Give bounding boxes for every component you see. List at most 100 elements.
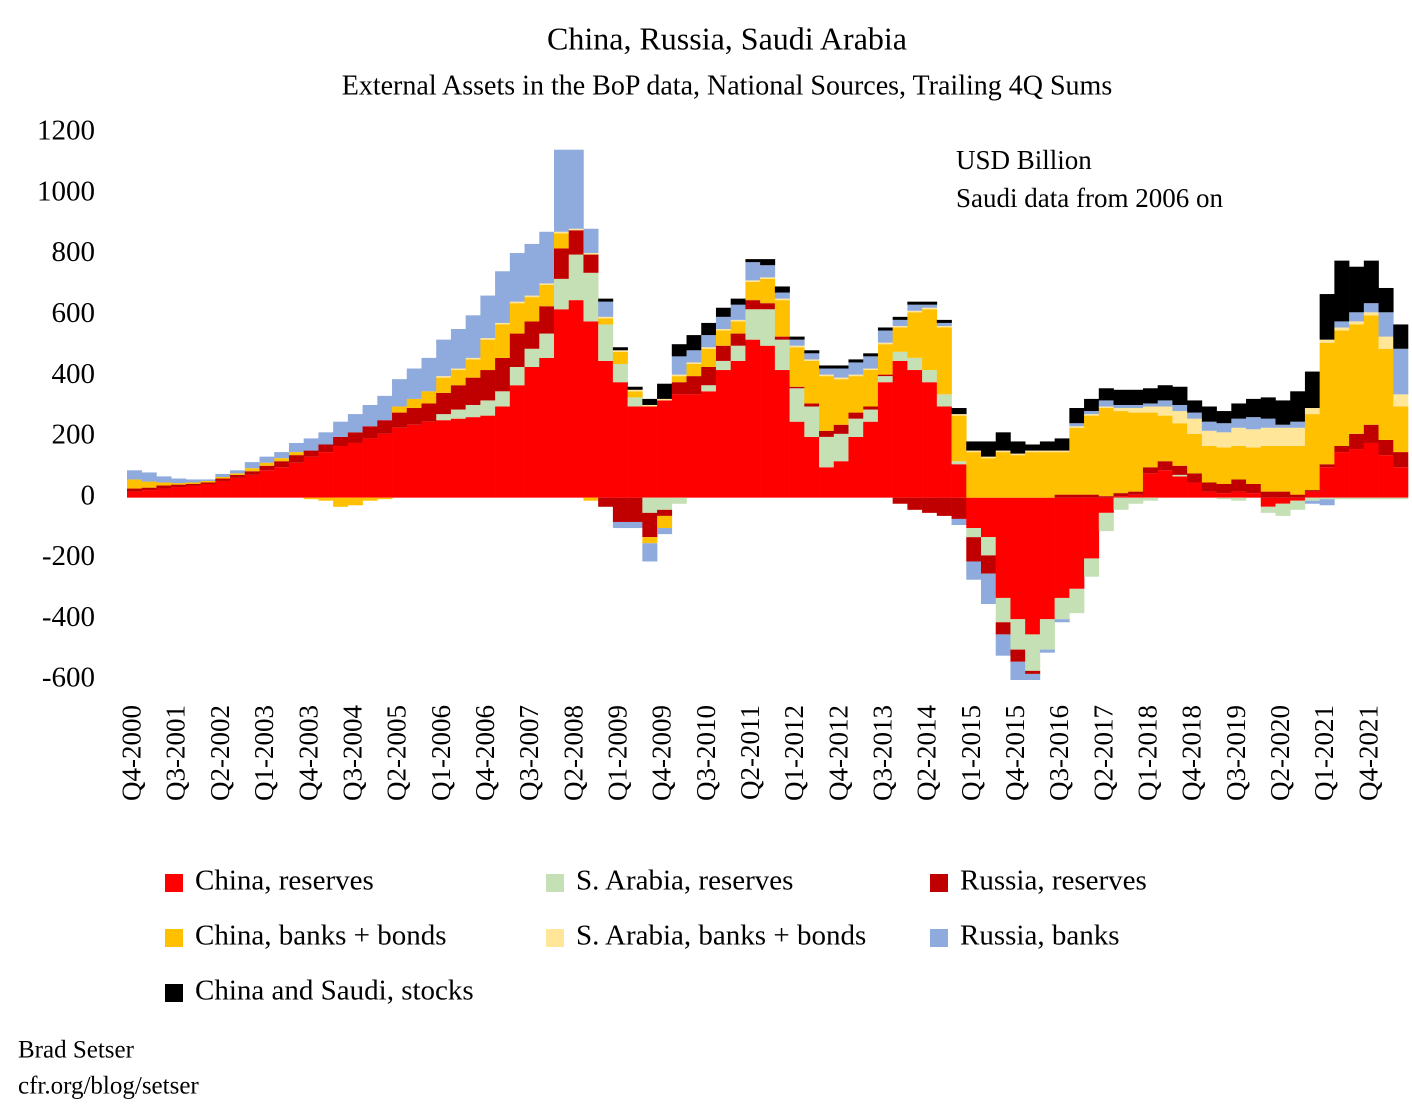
chart-title: China, Russia, Saudi Arabia bbox=[547, 20, 907, 56]
bar bbox=[1142, 412, 1158, 468]
bar bbox=[1187, 400, 1203, 413]
legend-swatch bbox=[165, 984, 183, 1002]
bar bbox=[554, 233, 570, 249]
bar bbox=[657, 383, 673, 399]
bar bbox=[392, 412, 408, 428]
bar bbox=[1201, 491, 1217, 498]
bar bbox=[612, 347, 628, 351]
bar bbox=[671, 356, 687, 375]
bar bbox=[922, 497, 938, 513]
bar bbox=[657, 400, 673, 498]
bar bbox=[892, 316, 908, 320]
x-tick-label: Q2-2011 bbox=[735, 705, 765, 800]
bar bbox=[1010, 497, 1026, 620]
bar bbox=[686, 350, 702, 363]
bar bbox=[598, 298, 614, 302]
bar bbox=[981, 497, 997, 538]
bar bbox=[804, 436, 820, 498]
bar bbox=[966, 452, 982, 498]
bar bbox=[141, 487, 157, 491]
bar bbox=[848, 374, 864, 377]
bar bbox=[730, 360, 746, 498]
chart-subtitle: External Assets in the BoP data, Nationa… bbox=[342, 70, 1112, 101]
bar bbox=[1393, 452, 1409, 468]
bar bbox=[1334, 446, 1350, 453]
bar bbox=[701, 335, 717, 348]
bar bbox=[922, 382, 938, 498]
bar bbox=[1084, 414, 1100, 416]
bar bbox=[185, 485, 201, 498]
bar bbox=[804, 359, 820, 361]
x-tick-label: Q4-2012 bbox=[823, 705, 853, 801]
y-tick-label: 600 bbox=[52, 297, 96, 329]
bar bbox=[598, 360, 614, 498]
bar bbox=[877, 344, 893, 375]
bar bbox=[127, 479, 143, 489]
bar bbox=[200, 480, 216, 483]
bar bbox=[1319, 467, 1335, 498]
bar bbox=[863, 370, 879, 407]
x-tick-label: Q4-2009 bbox=[647, 705, 677, 801]
bar bbox=[1231, 491, 1247, 498]
bar bbox=[450, 370, 466, 386]
bar bbox=[995, 634, 1011, 656]
bar bbox=[995, 597, 1011, 623]
bar bbox=[1054, 497, 1070, 598]
bar bbox=[1216, 432, 1232, 448]
bar bbox=[686, 363, 702, 377]
bar bbox=[318, 452, 334, 498]
bar bbox=[1393, 394, 1409, 407]
bar bbox=[1172, 404, 1188, 412]
bar bbox=[833, 379, 849, 425]
bar bbox=[465, 404, 481, 418]
bar bbox=[981, 456, 997, 459]
bar bbox=[936, 394, 952, 407]
bar bbox=[1084, 494, 1100, 498]
bar bbox=[421, 391, 437, 404]
bar bbox=[995, 622, 1011, 635]
bar bbox=[951, 461, 967, 465]
bar bbox=[730, 304, 746, 320]
bar bbox=[833, 368, 849, 378]
bar bbox=[1393, 406, 1409, 453]
bar bbox=[1157, 415, 1173, 462]
bar bbox=[1275, 400, 1291, 425]
bar bbox=[156, 476, 172, 483]
bar bbox=[774, 370, 790, 498]
bar bbox=[230, 477, 246, 498]
bar bbox=[730, 321, 746, 334]
x-tick-label: Q1-2012 bbox=[779, 705, 809, 801]
x-tick-label: Q3-2019 bbox=[1221, 705, 1251, 801]
bar bbox=[833, 433, 849, 462]
legend-swatch bbox=[930, 874, 948, 892]
bar bbox=[1290, 497, 1306, 501]
bar bbox=[1319, 497, 1335, 500]
bar bbox=[936, 325, 952, 328]
bar bbox=[568, 254, 584, 301]
bar bbox=[1054, 597, 1070, 620]
bar bbox=[1039, 452, 1055, 498]
bar bbox=[804, 360, 820, 404]
bar bbox=[1201, 430, 1217, 447]
bar bbox=[1246, 429, 1262, 448]
bar bbox=[819, 376, 835, 431]
bar bbox=[848, 418, 864, 437]
annotation: USD Billion bbox=[956, 145, 1092, 175]
bar bbox=[1025, 444, 1041, 451]
bar bbox=[995, 450, 1011, 453]
y-tick-label: -600 bbox=[42, 662, 95, 694]
x-tick-label: Q3-2013 bbox=[867, 705, 897, 801]
bar bbox=[642, 512, 658, 538]
bar bbox=[539, 284, 555, 307]
bar bbox=[347, 442, 363, 498]
bar bbox=[303, 438, 319, 451]
bar bbox=[362, 497, 378, 501]
bar bbox=[377, 420, 393, 434]
bar bbox=[701, 347, 717, 349]
bar bbox=[966, 497, 982, 529]
bar bbox=[318, 497, 334, 501]
bar bbox=[274, 461, 290, 468]
y-tick-label: 1200 bbox=[37, 115, 95, 147]
bar bbox=[259, 470, 275, 498]
bar bbox=[1069, 427, 1085, 495]
